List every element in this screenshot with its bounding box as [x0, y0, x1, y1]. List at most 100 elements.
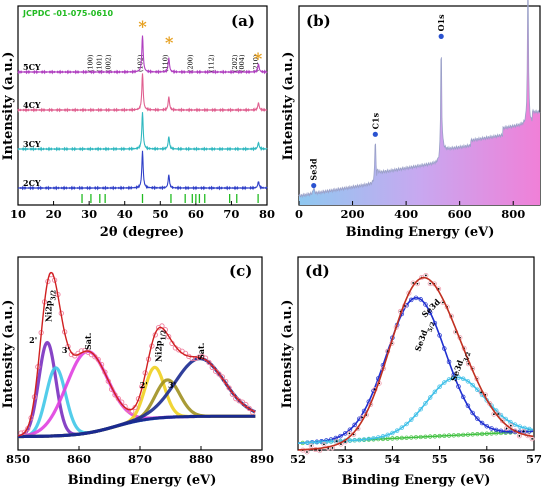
se3d-raw-point-dot: [480, 391, 483, 394]
hkl-label-1: (101): [96, 54, 104, 72]
se3d-component-point-1: [361, 437, 367, 442]
se3d-background-point: [390, 436, 395, 441]
se3d-component-point-1: [352, 437, 357, 443]
panel-b-xlabel: Binding Energy (eV): [346, 225, 495, 240]
panel-d-xtick-label-2: 54: [384, 452, 400, 466]
se3d-background-point: [442, 433, 447, 438]
se3d-component-point-1: [390, 430, 395, 436]
se3d-component-point-1: [460, 376, 466, 381]
panel-c-xtick-label-4: 890: [250, 452, 274, 466]
panel-a-xtick-label-2: 30: [81, 207, 97, 221]
panel-c-xtick-label-2: 870: [128, 452, 152, 466]
panel-c-xlabel: Binding Energy (eV): [68, 473, 217, 488]
se3d-component-point-1: [508, 419, 513, 425]
panel-a-plot: 10 20 30 40 50 60 70 80 (100) (101) (002) (102) (110…: [10, 17, 275, 221]
se3d-background-point: [428, 434, 433, 439]
panel-c-label: (c): [229, 262, 252, 280]
panel-a-xtick-label-5: 60: [188, 207, 204, 221]
ni2p-raw-point: [72, 353, 78, 359]
se3d-background-point: [479, 431, 485, 437]
se3d-component-point-1: [305, 440, 310, 445]
se3d-component-point-0: [432, 320, 438, 326]
se3d-raw-point-dot: [412, 282, 415, 284]
hkl-label-6: (112): [208, 54, 216, 72]
se3d-raw-point-dot: [331, 447, 334, 449]
se3d-component-point-0: [451, 372, 457, 377]
se3d-component-point-1: [309, 440, 315, 445]
panel-c-xtick-label-0: 850: [6, 452, 30, 466]
se3d-component-0: [297, 297, 534, 444]
se3d-raw-point: [321, 441, 327, 447]
se3d-component-point-1: [442, 380, 447, 385]
se3d-background-point: [423, 434, 428, 439]
se3d-component-point-1: [446, 377, 452, 382]
se3d-component-point-1: [380, 434, 386, 439]
se3d-component-point-0: [493, 427, 499, 433]
survey-peak-marker-1: [372, 131, 378, 137]
se3d-component-point-1: [418, 406, 423, 412]
se3d-background-point: [418, 434, 423, 440]
panel-b-plot: 0200400600800Se3dC1sO1sNi2p: [295, 0, 541, 221]
se3d-component-point-1: [347, 438, 353, 443]
se3d-component-point-1: [456, 375, 461, 380]
se3d-component-point-0: [418, 297, 423, 302]
se3d-raw-point-dot: [522, 430, 525, 433]
se3d-raw-point-dot: [348, 432, 351, 435]
panel-b-xtick-label-2: 400: [394, 207, 418, 221]
se3d-raw-point-dot: [306, 451, 308, 453]
se3d-component-point-0: [508, 429, 513, 434]
panel-c-xtick-label-3: 880: [189, 452, 213, 466]
hkl-label-3: (102): [137, 54, 145, 72]
panel-b-xtick-label-4: 800: [501, 207, 525, 221]
ni2p-raw-point: [166, 333, 172, 340]
se3d-background-point: [404, 435, 409, 440]
se3d-raw-point-dot: [344, 440, 347, 443]
survey-line: [298, 0, 541, 199]
se3d-background-point: [484, 431, 489, 436]
se3d-raw-point-dot: [361, 416, 364, 419]
se3d-raw-point-dot: [492, 413, 495, 416]
se3d-component-point-1: [328, 439, 334, 444]
panel-a-frame: [17, 5, 268, 206]
se3d-raw-point-dot: [310, 444, 313, 447]
ni2p-raw-point: [226, 385, 232, 391]
panel-d-xtick-label-4: 56: [479, 452, 495, 466]
panel-a-xtick-label-4: 50: [152, 207, 168, 221]
panel-d-frame: [297, 256, 535, 451]
se3d-component-point-1: [432, 389, 438, 395]
se3d-component-point-0: [352, 422, 357, 428]
se3d-background-point: [461, 432, 466, 438]
survey-peak-label-1: C1s: [370, 112, 380, 129]
se3d-background-point: [489, 431, 494, 436]
se3d-raw-point-dot: [323, 443, 325, 446]
se3d-background-point: [494, 431, 499, 436]
ni2p-raw-point: [206, 359, 212, 365]
se3d-component-point-0: [456, 384, 461, 389]
se3d-fit-envelope: [297, 276, 534, 451]
se3d-component-point-1: [522, 425, 527, 431]
se3d-raw-point: [406, 290, 412, 296]
se3d-raw-point-dot: [505, 427, 508, 430]
se3d-background-point: [470, 432, 475, 437]
se3d-background-point: [437, 433, 442, 439]
se3d-component-point-0: [484, 423, 490, 429]
se3d-component-point-1: [470, 382, 475, 388]
se3d-raw-point-dot: [335, 440, 338, 442]
se3d-component-point-1: [427, 395, 433, 400]
se3d-component-point-1: [371, 436, 376, 441]
hkl-label-9: (210): [252, 54, 260, 72]
se3d-component-point-0: [333, 435, 339, 441]
panel-c-plot: 850 860 870 880 890 Ni2p3/2 Sat. Ni2p1/2 Sat. 2' 3…: [6, 271, 274, 466]
panel-a-xtick-label-6: 70: [223, 207, 239, 221]
series-line-3CY: [17, 112, 268, 152]
se3d-raw-point-dot: [497, 413, 500, 415]
panel-a-xtick-label-7: 80: [259, 207, 275, 221]
se3d-component-point-0: [489, 426, 494, 431]
se3d-component-point-0: [413, 295, 419, 301]
series-label-5CY: 5CY: [23, 62, 41, 72]
se3d-component-point-0: [470, 410, 475, 416]
se3d-component-point-1: [437, 384, 442, 390]
se3d-raw-point: [334, 438, 340, 444]
ni2p-label-1: Sat.: [83, 332, 93, 350]
